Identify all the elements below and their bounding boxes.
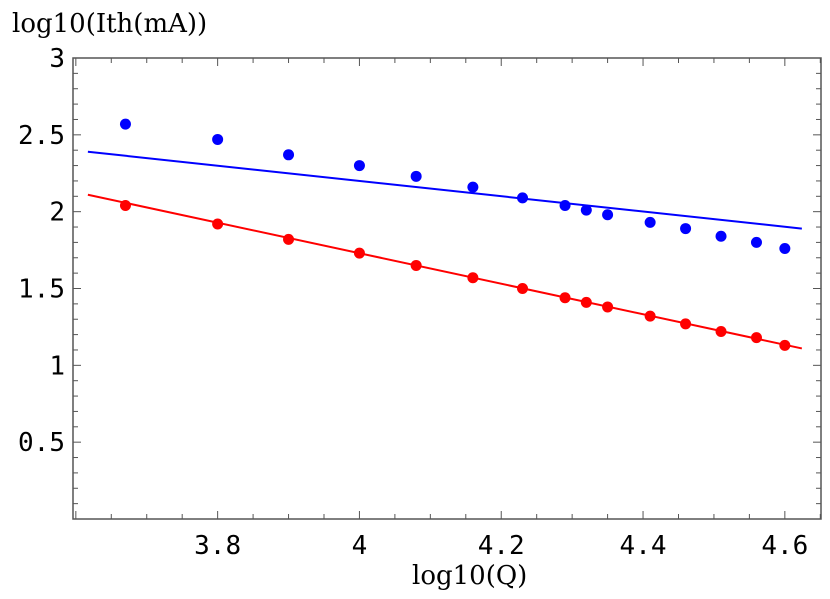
data-point-1 [779, 339, 791, 351]
data-point-0 [580, 204, 592, 216]
data-point-0 [680, 223, 692, 235]
x-tick-label: 4 [352, 531, 368, 561]
data-point-1 [119, 200, 131, 212]
data-point-0 [467, 181, 479, 193]
data-point-1 [644, 310, 656, 322]
data-point-0 [750, 236, 762, 248]
data-point-1 [750, 332, 762, 344]
data-point-0 [779, 243, 791, 255]
data-point-1 [467, 272, 479, 284]
data-point-0 [602, 209, 614, 221]
data-point-0 [644, 216, 656, 228]
data-point-1 [410, 259, 422, 271]
y-tick-label: 1.5 [18, 275, 65, 305]
y-tick-label: 0.5 [18, 428, 65, 458]
x-tick-label: 4.2 [478, 531, 525, 561]
x-tick-label: 4.4 [620, 531, 667, 561]
data-point-0 [517, 192, 529, 204]
data-point-0 [715, 230, 727, 242]
data-point-1 [283, 233, 295, 245]
data-point-1 [353, 247, 365, 259]
data-point-1 [559, 292, 571, 304]
x-axis-label: log10(Q) [412, 561, 527, 591]
y-tick-label: 2.5 [18, 121, 65, 151]
y-tick-label: 3 [49, 44, 65, 74]
x-tick-label: 4.6 [761, 531, 808, 561]
data-point-0 [559, 200, 571, 212]
fit-line-0 [87, 150, 802, 230]
y-tick-label: 1 [49, 351, 65, 381]
data-point-1 [680, 318, 692, 330]
data-point-1 [602, 301, 614, 313]
y-tick-label: 2 [49, 198, 65, 228]
plot-frame [72, 57, 822, 520]
data-point-1 [580, 296, 592, 308]
data-point-0 [283, 149, 295, 161]
data-point-1 [715, 326, 727, 338]
data-point-0 [119, 118, 131, 130]
x-tick-label: 3.8 [194, 531, 241, 561]
data-point-1 [517, 283, 529, 294]
data-point-0 [353, 160, 365, 172]
data-point-0 [410, 170, 422, 182]
y-axis-label: log10(Ith(mA)) [12, 9, 207, 39]
data-point-0 [212, 133, 224, 145]
data-point-1 [212, 218, 224, 230]
